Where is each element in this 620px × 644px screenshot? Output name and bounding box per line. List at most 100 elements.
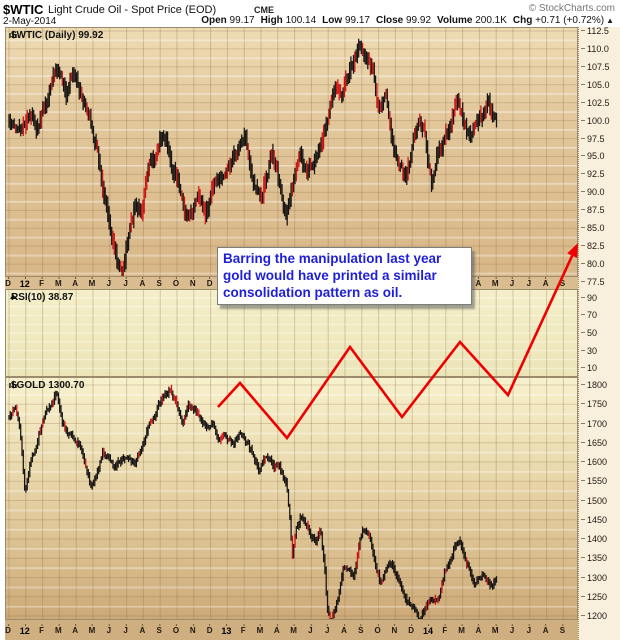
rsi-panel-label: RSI(10) 38.87: [10, 292, 74, 303]
axis-tick-label: 1550: [581, 476, 607, 486]
month-label: A: [475, 624, 482, 635]
month-label: M: [55, 277, 62, 288]
month-label: F: [240, 624, 246, 635]
quote-label: Volume: [437, 15, 473, 26]
axis-tick-label: 1500: [581, 496, 607, 506]
axis-tick-label: 1650: [581, 438, 607, 448]
symbol-description: Light Crude Oil - Spot Price (EOD): [48, 4, 217, 16]
axis-tick-label: 107.5: [581, 62, 610, 72]
month-label: A: [273, 624, 280, 635]
month-label: M: [491, 277, 499, 288]
axis-tick-label: 87.5: [581, 205, 605, 215]
axis-tick-label: 1300: [581, 573, 607, 583]
month-label: S: [559, 624, 566, 635]
axis-tick-label: 1400: [581, 534, 607, 544]
chart-header: $WTIC Light Crude Oil - Spot Price (EOD)…: [0, 0, 620, 27]
month-label: D: [206, 277, 213, 288]
month-label: J: [308, 624, 313, 635]
month-label: F: [39, 277, 45, 288]
axis-tick-label: 85.0: [581, 223, 605, 233]
month-label: A: [542, 277, 549, 288]
axis-tick-label: 1200: [581, 611, 607, 621]
axis-tick-label: 112.5: [581, 26, 609, 36]
axis-tick-label: 1800: [581, 380, 607, 390]
axis-tick-label: 102.5: [581, 98, 610, 108]
annotation-box: Barring the manipulation last year gold …: [217, 247, 472, 305]
axis-tick-label: 1600: [581, 457, 607, 467]
month-label: D: [5, 624, 11, 635]
month-label: A: [72, 277, 79, 288]
axis-tick-label: 80.0: [581, 259, 605, 269]
month-label: S: [358, 624, 364, 635]
axis-tick-label: 95.0: [581, 151, 605, 161]
gold-price-panel: $GOLD 1300.70: [5, 377, 578, 620]
copyright-label: © StockCharts.com: [528, 3, 615, 14]
month-label: M: [458, 624, 465, 635]
month-label: M: [88, 277, 96, 288]
exchange-label: CME: [254, 5, 274, 15]
axis-tick-label: 50: [581, 328, 597, 338]
axis-tick-label: 1250: [581, 592, 607, 602]
month-label: M: [55, 624, 62, 635]
axis-tick-label: 92.5: [581, 169, 605, 179]
axis-tick-label: 1450: [581, 515, 607, 525]
axis-tick-label: 82.5: [581, 241, 605, 251]
month-label: A: [542, 624, 549, 635]
month-label: J: [526, 277, 532, 288]
month-label: S: [559, 277, 566, 288]
month-label: A: [72, 624, 79, 635]
right-price-axis: 112.5 110.0 107.5 105.0 102.5 100.0 97.5 95.0 92…: [578, 26, 620, 640]
axis-tick-label: 90.0: [581, 187, 605, 197]
month-label: M: [88, 624, 96, 635]
month-label: 12: [19, 624, 30, 636]
month-label: S: [156, 277, 162, 288]
wtic-panel-label: $WTIC (Daily) 99.92: [9, 30, 104, 41]
month-label: J: [509, 624, 515, 635]
month-label: J: [509, 277, 515, 288]
month-label: 14: [422, 624, 434, 636]
axis-tick-label: 77.5: [581, 277, 605, 287]
ohlc-quote-line: Open 99.17 High 100.14 Low 99.17 Close 99.9…: [201, 15, 614, 26]
month-label: M: [256, 624, 264, 635]
month-label: 12: [19, 277, 30, 289]
month-label: J: [106, 277, 112, 288]
axis-tick-label: 97.5: [581, 134, 605, 144]
month-label: M: [491, 624, 499, 635]
month-label: A: [139, 277, 146, 288]
axis-tick-label: 1350: [581, 553, 607, 563]
quote-label: High: [260, 15, 283, 26]
axis-tick-label: 110.0: [581, 44, 609, 54]
month-label: J: [106, 624, 112, 635]
month-label: S: [156, 624, 162, 635]
change-up-arrow-icon: ▲: [606, 16, 614, 25]
axis-tick-label: 1750: [581, 399, 607, 409]
month-label: J: [123, 277, 128, 288]
month-label: O: [172, 277, 180, 288]
month-label: J: [324, 624, 330, 635]
month-label: F: [39, 624, 45, 635]
month-label: A: [475, 277, 482, 288]
annotation-line: Barring the manipulation last year: [223, 251, 442, 266]
month-label: O: [172, 624, 180, 635]
gold-price-series: [6, 378, 577, 619]
axis-tick-label: 90: [581, 293, 597, 303]
gold-month-axis: D 12 F M A M J J A S O N D 13 F M A M J J A S O N D 14 F M A M J J A S: [5, 620, 578, 640]
axis-tick-label: 1700: [581, 419, 607, 429]
month-label: J: [526, 624, 532, 635]
axis-tick-label: 100.0: [581, 116, 610, 126]
month-label: F: [442, 624, 448, 635]
quote-date: 2-May-2014: [3, 16, 57, 27]
month-label: D: [408, 624, 415, 635]
month-label: J: [123, 624, 128, 635]
month-label: D: [206, 624, 213, 635]
quote-label: Low: [322, 15, 343, 26]
month-label: N: [189, 624, 196, 635]
axis-tick-label: 105.0: [581, 80, 610, 90]
month-label: M: [290, 624, 297, 635]
annotation-line: gold would have printed a similar: [223, 268, 437, 283]
quote-label: Open: [201, 15, 227, 26]
month-label: N: [189, 277, 196, 288]
month-label: A: [139, 624, 146, 635]
symbol-title: $WTIC: [3, 2, 44, 17]
